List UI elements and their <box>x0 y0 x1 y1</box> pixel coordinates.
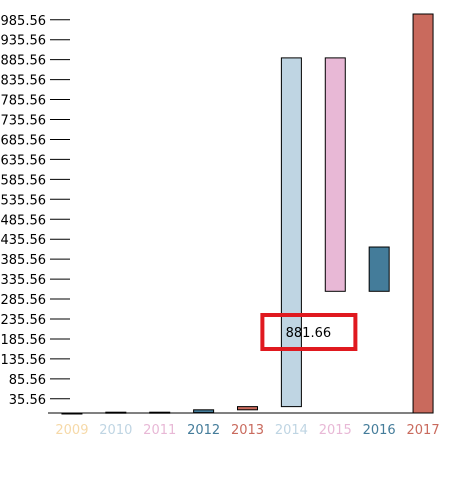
x-tick-label: 2012 <box>187 423 220 438</box>
y-tick-label: 985.56 <box>1 14 47 29</box>
x-tick-label: 2013 <box>231 423 264 438</box>
y-tick-label: 135.56 <box>1 353 47 368</box>
y-tick-label: 185.56 <box>1 333 47 348</box>
y-tick-label: 335.56 <box>1 273 47 288</box>
annotation-highlight-box <box>260 313 358 351</box>
y-tick-label: 35.56 <box>9 393 46 408</box>
y-tick-label: 635.56 <box>1 153 47 168</box>
y-tick-label: 485.56 <box>1 213 47 228</box>
annotation-value: 881.66 <box>286 326 332 341</box>
bar-2012[interactable] <box>193 409 215 414</box>
y-tick-label: 535.56 <box>1 193 47 208</box>
bar-2013[interactable] <box>237 406 258 411</box>
x-axis-labels: 2009 2010 2011 2012 2013 2014 2015 2016 2017 <box>55 423 439 438</box>
x-tick-label: 2017 <box>407 423 440 438</box>
y-tick-label: 935.56 <box>1 34 47 49</box>
x-tick-label: 2010 <box>99 423 132 438</box>
x-tick-label: 2015 <box>319 423 352 438</box>
bar-2016[interactable] <box>368 246 390 292</box>
bar-2015[interactable] <box>324 57 346 292</box>
y-tick-label: 85.56 <box>9 373 46 388</box>
y-tick-label: 735.56 <box>1 114 47 129</box>
annotation: 881.66 <box>260 313 358 351</box>
bar-2014[interactable] <box>280 57 302 408</box>
y-tick-label: 785.56 <box>1 94 47 109</box>
y-tick-label: 685.56 <box>1 133 47 148</box>
y-axis: 35.56 85.56 135.56 185.56 235.56 285.56 335.56… <box>1 14 70 408</box>
y-tick-label: 435.56 <box>1 233 47 248</box>
y-tick-label: 835.56 <box>1 74 47 89</box>
y-tick-label: 285.56 <box>1 293 47 308</box>
x-tick-label: 2014 <box>275 423 308 438</box>
x-tick-label: 2011 <box>143 423 176 438</box>
x-tick-label: 2016 <box>363 423 396 438</box>
x-tick-label: 2009 <box>55 423 88 438</box>
y-tick-label: 235.56 <box>1 313 47 328</box>
y-tick-label: 585.56 <box>1 173 47 188</box>
y-tick-label: 385.56 <box>1 253 47 268</box>
bars <box>61 13 434 415</box>
bar-2017[interactable] <box>412 13 434 414</box>
y-tick-label: 885.56 <box>1 54 47 69</box>
